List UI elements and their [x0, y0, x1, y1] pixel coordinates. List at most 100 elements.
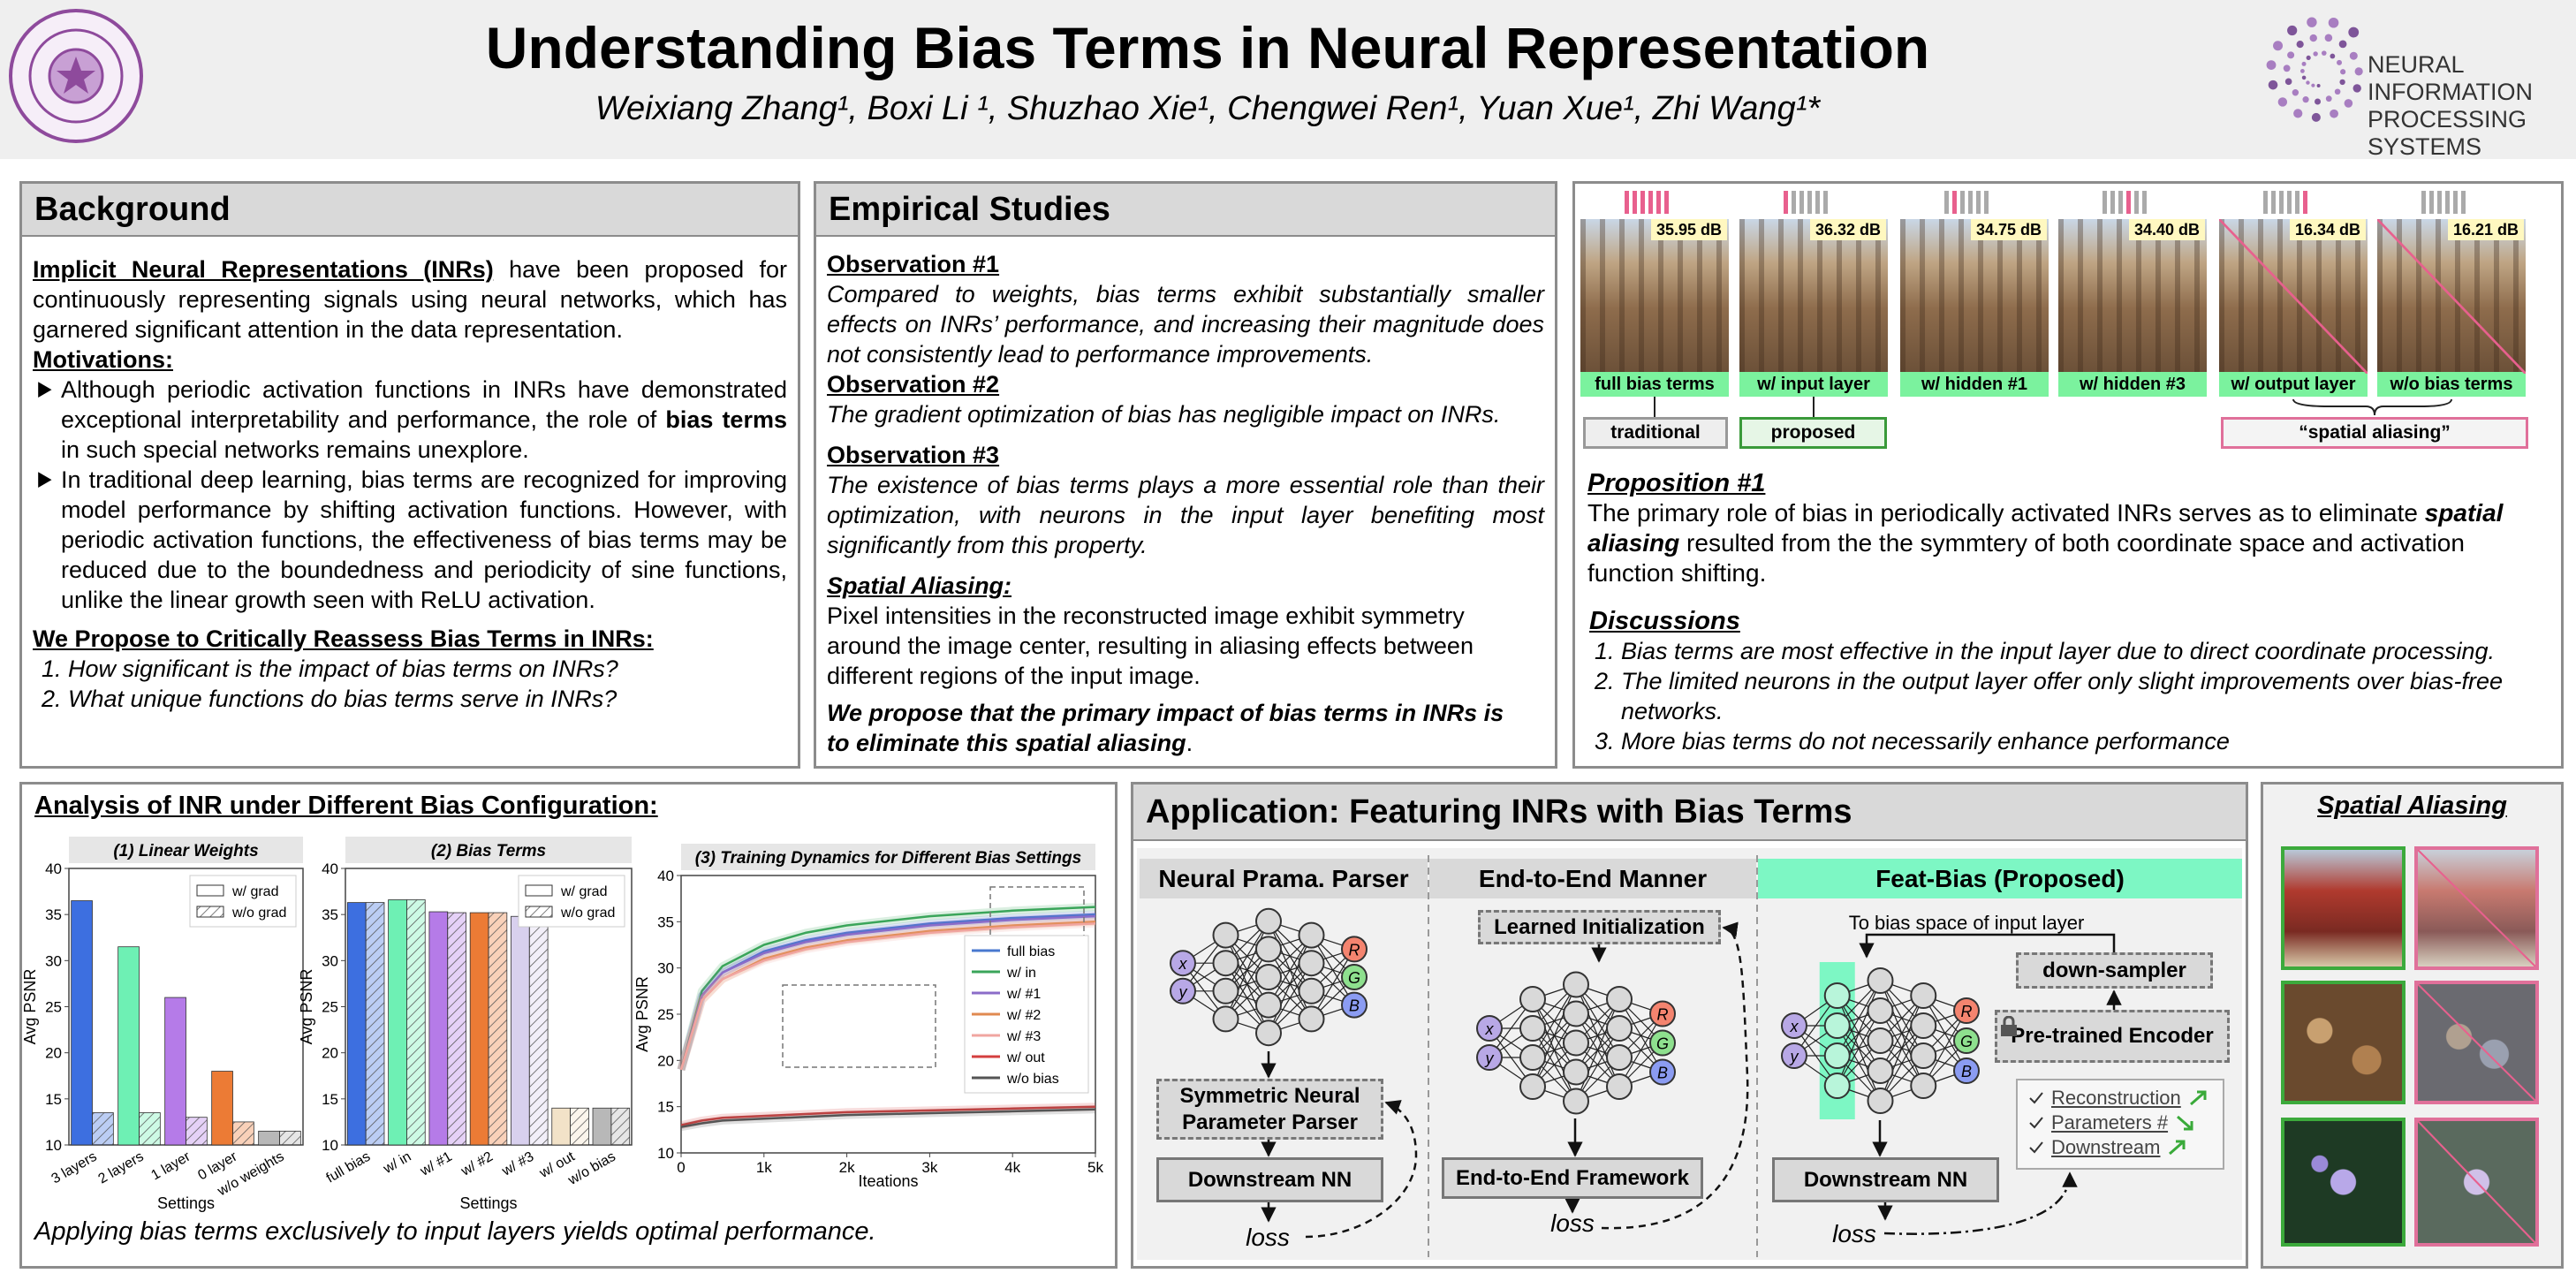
network-node	[1823, 1042, 1851, 1069]
layer-indicator	[1648, 191, 1653, 214]
layer-indicator	[2445, 191, 2450, 214]
network-edge	[1268, 935, 1313, 1005]
node-label: B	[1961, 1063, 1972, 1080]
layer-indicator	[1784, 191, 1788, 214]
x-tick-label: 4k	[1004, 1159, 1020, 1176]
text: Although periodic activation functions i…	[61, 376, 787, 433]
series-line	[680, 1108, 1096, 1128]
network-node	[1823, 982, 1851, 1009]
y-axis-label: Avg PSNR	[633, 976, 651, 1052]
network-node	[1563, 1000, 1589, 1027]
observation-title: Observation #1	[827, 251, 1000, 277]
network-node	[1255, 907, 1282, 935]
node-label: G	[1348, 969, 1360, 987]
header: Understanding Bias Terms in Neural Repre…	[0, 0, 2576, 160]
column-title: Feat-Bias (Proposed)	[1758, 859, 2242, 898]
y-tick-label: 25	[657, 1006, 674, 1023]
series-line	[680, 1105, 1096, 1126]
discussions-title: Discussions	[1589, 607, 1740, 635]
panel-body: Observation #1 Compared to weights, bias…	[816, 237, 1555, 765]
question: How significant is the impact of bias te…	[68, 654, 787, 684]
bar	[447, 912, 466, 1146]
node-label: x	[1790, 1018, 1799, 1035]
network-node	[1519, 1073, 1546, 1100]
logo-dot	[2328, 17, 2339, 28]
bar	[528, 915, 549, 1146]
logo-dot	[2315, 98, 2322, 105]
layer-indicator	[1633, 191, 1637, 214]
arrow	[1305, 1100, 1418, 1239]
node-label: G	[1960, 1033, 1973, 1050]
bar	[388, 899, 407, 1146]
network-edge	[1837, 980, 1882, 1057]
y-tick-label: 30	[657, 960, 674, 977]
x-tick-label: 3 layers	[49, 1149, 99, 1187]
reconstruction-image	[2219, 219, 2368, 374]
arrow	[1883, 1171, 2078, 1235]
network-node	[1563, 1088, 1589, 1115]
benefit: Parameters #	[2028, 1110, 2212, 1135]
network-node	[1298, 1005, 1325, 1033]
x-tick-label: 2k	[839, 1159, 855, 1176]
layer-indicator	[1944, 191, 1949, 214]
logo-dot	[2324, 34, 2333, 42]
trend-arrow	[2169, 1140, 2186, 1156]
network-node	[1255, 1019, 1282, 1047]
x-tick-label: 1k	[756, 1159, 772, 1176]
network-node	[1212, 950, 1239, 977]
legend-box	[189, 875, 297, 928]
network-edge	[1837, 1010, 1882, 1087]
image-caption: w/ hidden #1	[1900, 372, 2049, 397]
network-edge	[1310, 949, 1355, 1019]
logo-dot	[2338, 40, 2347, 49]
conference-line: PROCESSING SYSTEMS	[2368, 106, 2527, 160]
network-node	[1212, 921, 1239, 949]
bar	[232, 1121, 254, 1146]
node-label: B	[1657, 1065, 1668, 1082]
logo-dot	[2277, 97, 2288, 107]
layer-indicator	[1952, 191, 1957, 214]
example-image	[2281, 846, 2406, 970]
empirical-panel: Empirical Studies Observation #1 Compare…	[814, 181, 1557, 769]
x-tick-label: 2 layers	[95, 1149, 146, 1187]
aliasing-panel: Spatial Aliasing	[2261, 782, 2564, 1269]
image-caption: w/ output layer	[2219, 372, 2368, 397]
layer-indicator	[2279, 191, 2284, 214]
observation-title: Observation #2	[827, 371, 1000, 398]
benefits-box: Reconstruction Parameters # Downstream	[2016, 1079, 2224, 1170]
y-tick-label: 30	[45, 952, 62, 969]
network-node	[1563, 1058, 1589, 1086]
arrow	[1859, 933, 2116, 959]
psnr-label: 36.32 dB	[1810, 219, 1887, 240]
logo-dot	[2296, 41, 2304, 49]
series-line	[679, 914, 1096, 1071]
chart-title-bar	[345, 837, 632, 863]
y-tick-label: 40	[657, 868, 674, 884]
layer-indicator	[1656, 191, 1661, 214]
network-node	[1781, 1012, 1807, 1039]
logo-dot	[2293, 109, 2303, 118]
legend-swatch	[525, 906, 553, 918]
process-box: Downstream NN	[1156, 1157, 1383, 1202]
logo-dot	[2339, 79, 2345, 86]
network-node	[1255, 936, 1282, 963]
analysis-charts: (1) Linear Weights 10 15 20 25 30 35 40 Avg PSNR…	[22, 837, 1103, 1212]
check-icon	[2029, 1092, 2043, 1104]
emphasis: spatial aliasing	[1587, 499, 2504, 557]
node-label: y	[1178, 983, 1188, 1001]
network-edge	[1575, 998, 1620, 1102]
network-node	[1212, 1005, 1239, 1033]
bar	[365, 902, 385, 1146]
logo-dot	[2299, 69, 2305, 73]
x-tick-label: 3k	[921, 1159, 937, 1176]
check-mark	[2029, 1092, 2043, 1104]
tag: proposed	[1739, 417, 1887, 449]
discussion: More bias terms do not necessarily enhan…	[1621, 726, 2561, 756]
questions: How significant is the impact of bias te…	[33, 654, 787, 714]
reconstruction-image	[1900, 219, 2049, 374]
network-node	[1212, 977, 1239, 1004]
bar	[592, 1107, 612, 1146]
network-node	[1910, 982, 1937, 1009]
